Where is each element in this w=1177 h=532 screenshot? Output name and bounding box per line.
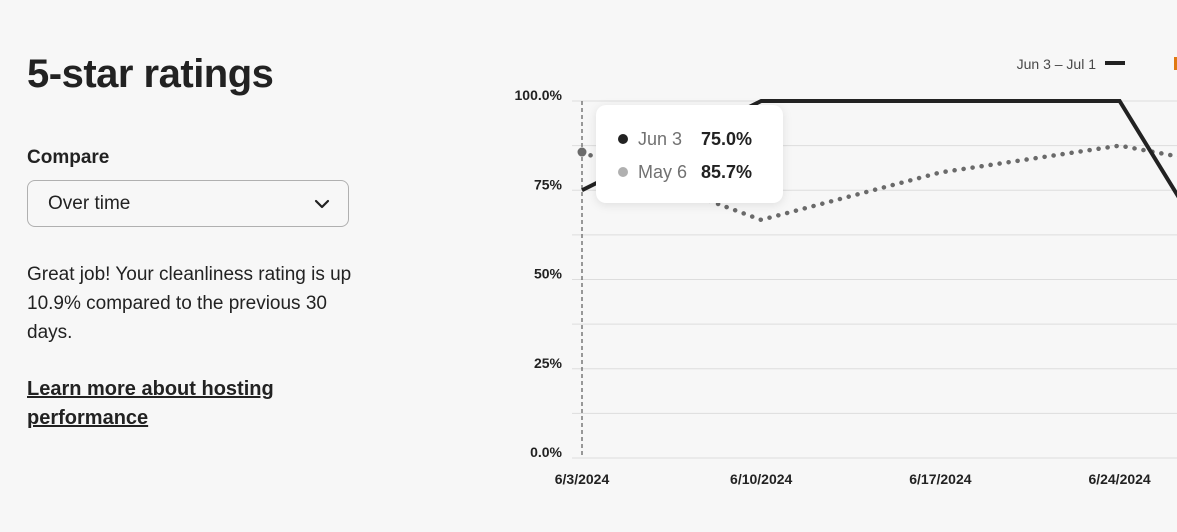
y-tick-label: 75% [534,176,563,192]
legend-label: Jun 3 – Jul 1 [1017,56,1097,72]
previous-series-point [577,147,587,157]
chart-legend: Jun 3 – Jul 1 [1017,56,1177,72]
previous-series-dot-icon [618,167,628,177]
tooltip-date: Jun 3 [638,129,683,149]
tooltip-date: May 6 [638,162,688,182]
x-axis: 6/3/2024 6/10/2024 6/17/2024 6/24/2024 [555,471,1151,487]
chart-tooltip: Jun 3 75.0% May 6 85.7% [596,105,783,203]
y-tick-label: 0.0% [530,444,562,460]
x-tick-label: 6/17/2024 [909,471,971,487]
y-axis: 0.0% 25% 50% 75% 100.0% [515,87,563,460]
tooltip-value: 85.7% [701,162,753,182]
y-tick-label: 100.0% [515,87,563,103]
x-tick-label: 6/3/2024 [555,471,610,487]
learn-more-link[interactable]: Learn more about hosting performance [27,378,274,429]
y-tick-label: 50% [534,266,563,282]
page-title: 5-star ratings [27,52,274,96]
x-tick-label: 6/10/2024 [730,471,792,487]
chevron-down-icon [314,199,330,209]
legend-swatch-accent [1174,57,1177,70]
x-tick-label: 6/24/2024 [1088,471,1150,487]
tooltip-value: 75.0% [701,129,753,149]
y-tick-label: 25% [534,355,563,371]
compare-label: Compare [27,147,110,168]
legend-swatch-current [1105,61,1125,65]
previous-series-line [579,143,1177,223]
current-series-dot-icon [618,134,628,144]
rating-message: Great job! Your cleanliness rating is up… [27,264,352,343]
compare-select[interactable]: Over time [27,180,349,227]
compare-select-value: Over time [48,193,131,214]
